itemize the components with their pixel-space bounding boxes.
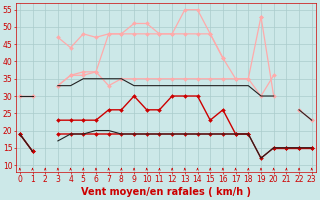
X-axis label: Vent moyen/en rafales ( km/h ): Vent moyen/en rafales ( km/h ): [81, 187, 251, 197]
